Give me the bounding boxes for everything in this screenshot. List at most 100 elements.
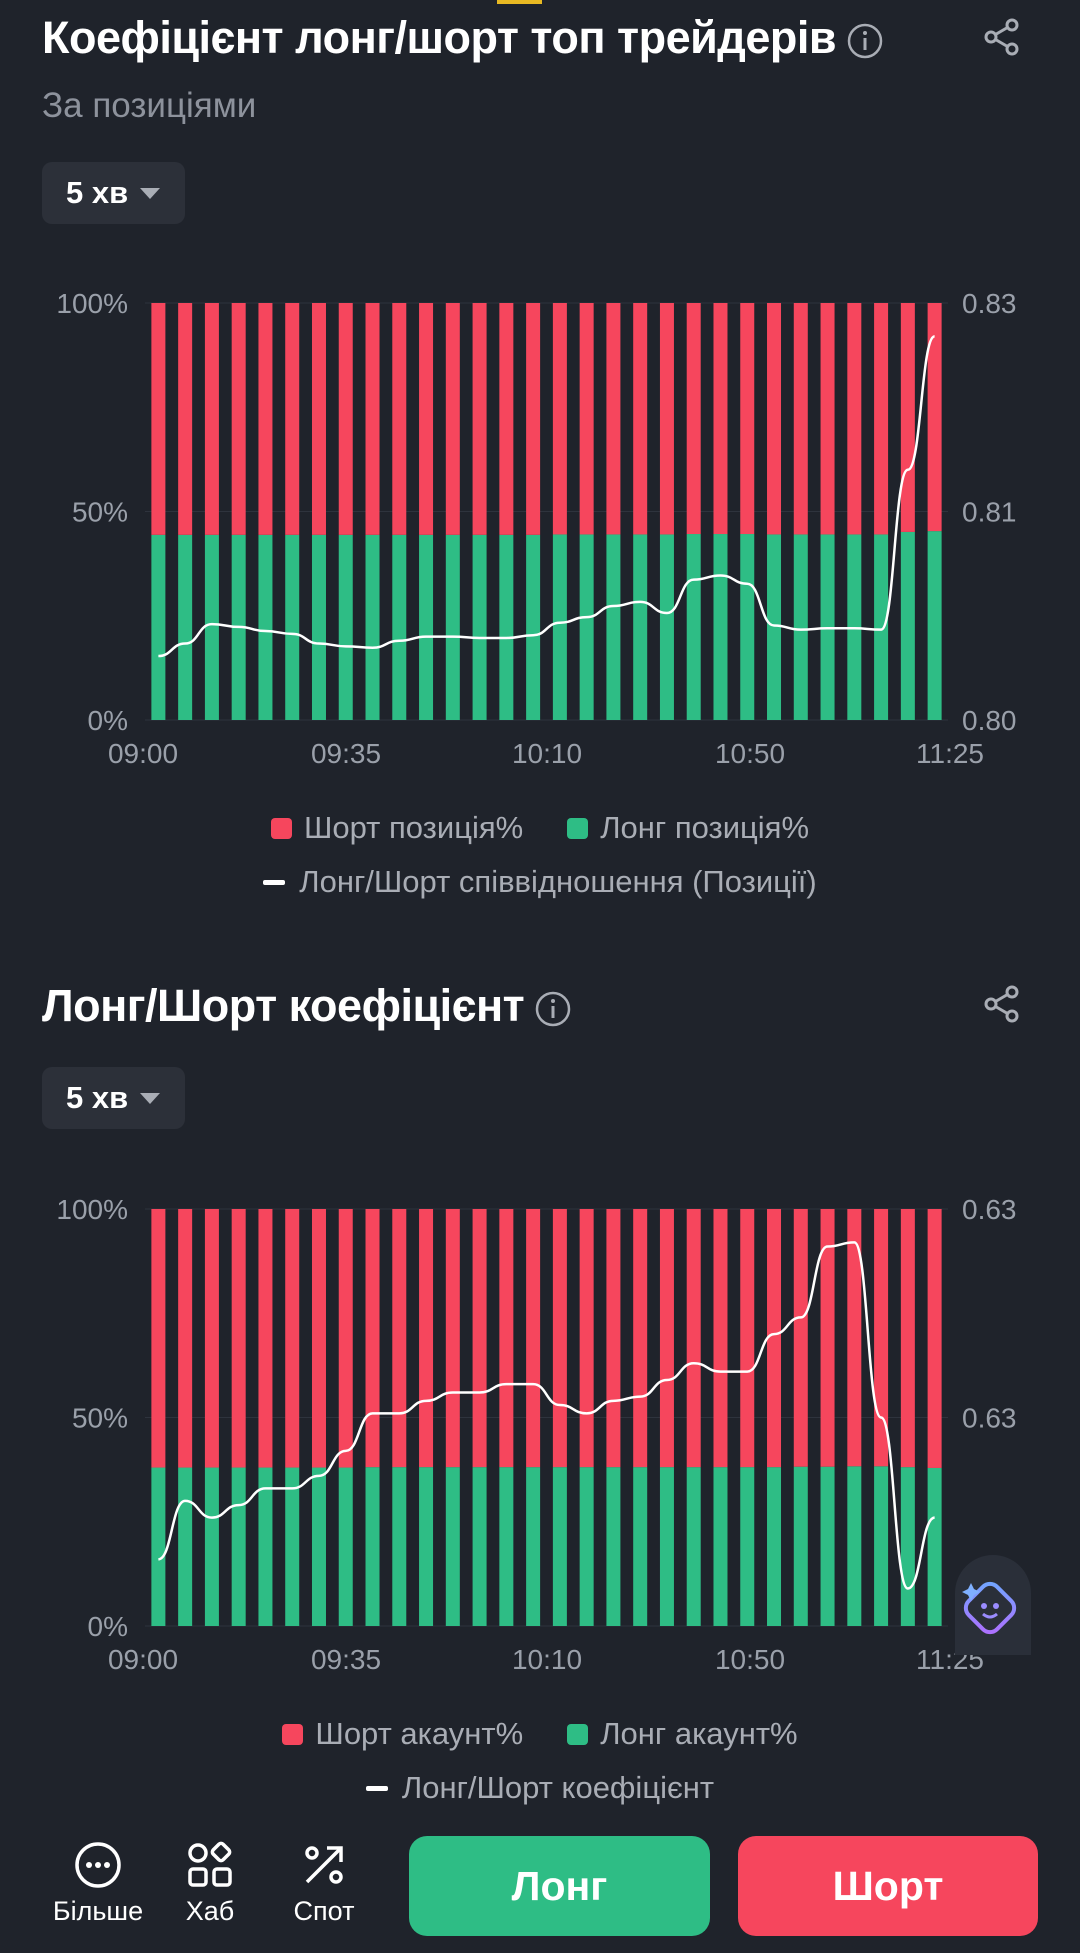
bar-long [526, 1467, 541, 1626]
y-right-tick-label: 0.80 [962, 705, 1017, 736]
bar-long [231, 1467, 246, 1626]
share-icon[interactable] [982, 984, 1022, 1024]
bar-short [285, 1209, 300, 1468]
bar-short [767, 303, 782, 535]
long-button[interactable]: Лонг [409, 1836, 710, 1936]
bar-short [499, 303, 514, 535]
chart2-legend-row1: Шорт акаунт% Лонг акаунт% [0, 1716, 1080, 1752]
bar-short [419, 1209, 434, 1468]
bar-short [820, 1209, 835, 1467]
legend-short-account[interactable]: Шорт акаунт% [282, 1716, 523, 1752]
legend-long[interactable]: Лонг позиція% [567, 810, 809, 846]
bar-long [606, 534, 621, 720]
bar-long [793, 534, 808, 720]
bar-long [445, 534, 460, 720]
bar-short [365, 1209, 380, 1468]
bar-short [847, 1209, 862, 1467]
bar-long [311, 1467, 326, 1626]
caret-down-icon [140, 1092, 161, 1104]
chart1-legend-row1: Шорт позиція% Лонг позиція% [0, 810, 1080, 846]
legend-long-swatch [567, 817, 589, 839]
bar-long [499, 534, 514, 720]
bar-long [874, 1466, 889, 1626]
bar-short [365, 303, 380, 535]
bar-short [311, 303, 326, 535]
section2-interval-select[interactable]: 5 хв [42, 1067, 185, 1129]
bar-short [606, 303, 621, 535]
x-tick-label: 10:10 [512, 1644, 582, 1675]
more-icon [75, 1842, 121, 1888]
bar-short [419, 303, 434, 535]
bar-short [151, 303, 166, 535]
ai-assistant-button[interactable] [955, 1555, 1031, 1655]
bar-short [204, 303, 219, 535]
nav-hub[interactable]: Хаб [160, 1840, 260, 1927]
nav-more[interactable]: Більше [48, 1840, 148, 1927]
bar-long [365, 534, 380, 720]
share-icon[interactable] [982, 17, 1022, 57]
bar-short [713, 1209, 728, 1468]
nav-more-label: Більше [52, 1896, 144, 1926]
bar-short [820, 303, 835, 535]
legend-ratio[interactable]: Лонг/Шорт співвідношення (Позиції) [263, 864, 817, 900]
bar-long [552, 534, 567, 720]
bar-long [606, 1467, 621, 1626]
bar-short [552, 303, 567, 535]
bar-short [606, 1209, 621, 1468]
short-button[interactable]: Шорт [738, 1836, 1038, 1936]
legend-short-account-label: Шорт акаунт% [315, 1716, 524, 1751]
x-tick-label: 09:00 [108, 1644, 178, 1675]
bar-long [499, 1467, 514, 1626]
bar-short [472, 1209, 487, 1468]
legend-ratio-swatch [263, 879, 286, 885]
ratio-line [158, 335, 936, 658]
bar-long [740, 534, 755, 720]
x-tick-label: 11:25 [916, 738, 984, 769]
y-right-tick-label: 0.63 [962, 1194, 1017, 1225]
bar-short [392, 303, 407, 535]
y-right-tick-label: 0.83 [962, 288, 1017, 319]
y-left-tick-label: 0% [88, 705, 128, 736]
nav-spot[interactable]: Спот [274, 1840, 374, 1927]
info-icon[interactable] [846, 19, 884, 59]
bar-short [686, 303, 701, 535]
bar-short [659, 303, 674, 535]
bar-long [472, 534, 487, 720]
y-left-tick-label: 100% [56, 1194, 128, 1225]
bar-short [552, 1209, 567, 1468]
y-left-tick-label: 50% [72, 497, 128, 528]
bar-long [151, 534, 166, 720]
bar-long [526, 534, 541, 720]
bar-short [204, 1209, 219, 1468]
bar-long [633, 1467, 648, 1626]
bar-short [713, 303, 728, 535]
bar-short [258, 1209, 273, 1468]
bar-long [900, 1467, 915, 1626]
bar-long [311, 534, 326, 720]
section1-title: Коефіцієнт лонг/шорт топ трейдерів [42, 12, 837, 63]
x-tick-label: 09:00 [108, 738, 178, 769]
section1-interval-select[interactable]: 5 хв [42, 162, 185, 224]
bar-short [874, 303, 889, 535]
spot-icon [305, 1846, 343, 1884]
bar-short [338, 1209, 353, 1468]
bar-short [499, 1209, 514, 1468]
bar-short [311, 1209, 326, 1468]
bar-long [472, 1467, 487, 1626]
bar-short [231, 303, 246, 535]
legend-short-label: Шорт позиція% [303, 810, 524, 845]
info-icon[interactable] [534, 987, 572, 1027]
chart2-legend-row2: Лонг/Шорт коефіцієнт [0, 1770, 1080, 1806]
legend-ratio-account-swatch [365, 1785, 388, 1791]
legend-long-account[interactable]: Лонг акаунт% [567, 1716, 798, 1752]
bar-long [927, 1467, 942, 1626]
bar-long [767, 1467, 782, 1626]
bar-long [633, 534, 648, 720]
legend-short[interactable]: Шорт позиція% [270, 810, 524, 846]
legend-short-account-swatch [282, 1723, 304, 1745]
legend-ratio-account-label: Лонг/Шорт коефіцієнт [401, 1770, 715, 1805]
y-left-tick-label: 100% [56, 288, 128, 319]
legend-ratio-account[interactable]: Лонг/Шорт коефіцієнт [365, 1770, 715, 1806]
bar-short [472, 303, 487, 535]
y-left-tick-label: 50% [72, 1403, 128, 1434]
